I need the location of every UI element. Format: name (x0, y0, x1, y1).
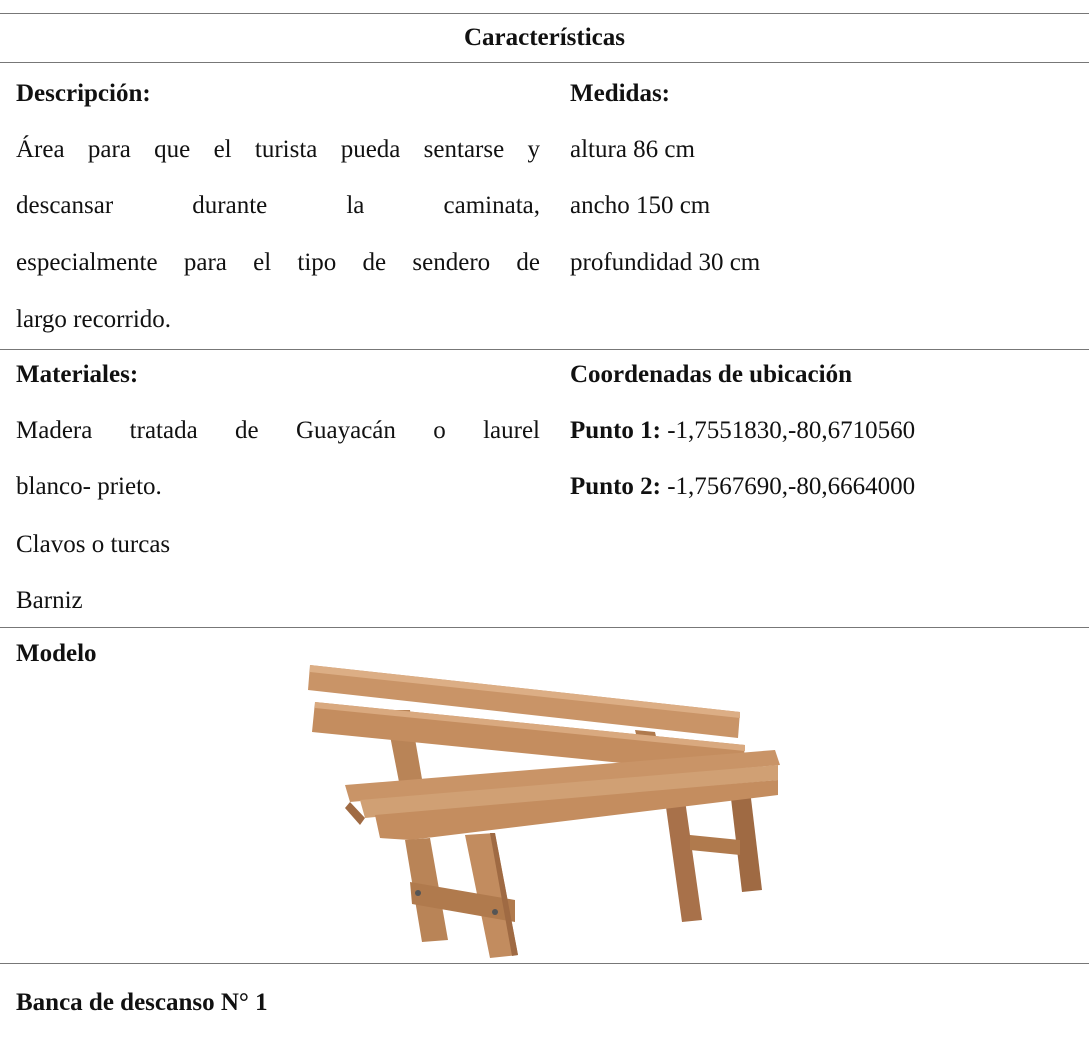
measure: altura 86 cm (570, 136, 695, 163)
material-line: blanco- prieto. (16, 473, 162, 500)
point-value: -1,7551830,-80,6710560 (667, 417, 916, 444)
point-value: -1,7567690,-80,6664000 (667, 473, 916, 500)
description-line: Área para que el turista pueda sentarse … (16, 136, 540, 163)
coordinate: Punto 2: -1,7567690,-80,6664000 (570, 472, 915, 502)
rule (0, 62, 1089, 63)
material-line: Clavos o turcas (16, 531, 171, 558)
description-line: especialmente para el tipo de sendero de (16, 249, 540, 276)
coordinate: Punto 1: -1,7551830,-80,6710560 (570, 416, 915, 446)
rule (0, 963, 1089, 964)
rule (0, 349, 1089, 350)
model-label: Modelo (16, 640, 97, 667)
description-label: Descripción: (16, 80, 151, 107)
table-title: Características (463, 24, 626, 51)
description-line: largo recorrido. (16, 306, 172, 333)
measure: ancho 150 cm (570, 192, 711, 219)
material-line: Madera tratada de Guayacán o laurel (16, 417, 540, 444)
measure: profundidad 30 cm (570, 249, 761, 276)
description-line: descansar durante la caminata, (16, 192, 540, 219)
measures-label: Medidas: (570, 80, 670, 107)
coordinates-label: Coordenadas de ubicación (570, 361, 852, 388)
point-label: Punto 1: (570, 417, 661, 444)
rule (0, 627, 1089, 628)
rule (0, 13, 1089, 14)
material-line: Barniz (16, 587, 83, 614)
materials-label: Materiales: (16, 361, 139, 388)
point-label: Punto 2: (570, 473, 661, 500)
caption: Banca de descanso N° 1 (16, 989, 268, 1016)
bench-image (308, 665, 780, 958)
